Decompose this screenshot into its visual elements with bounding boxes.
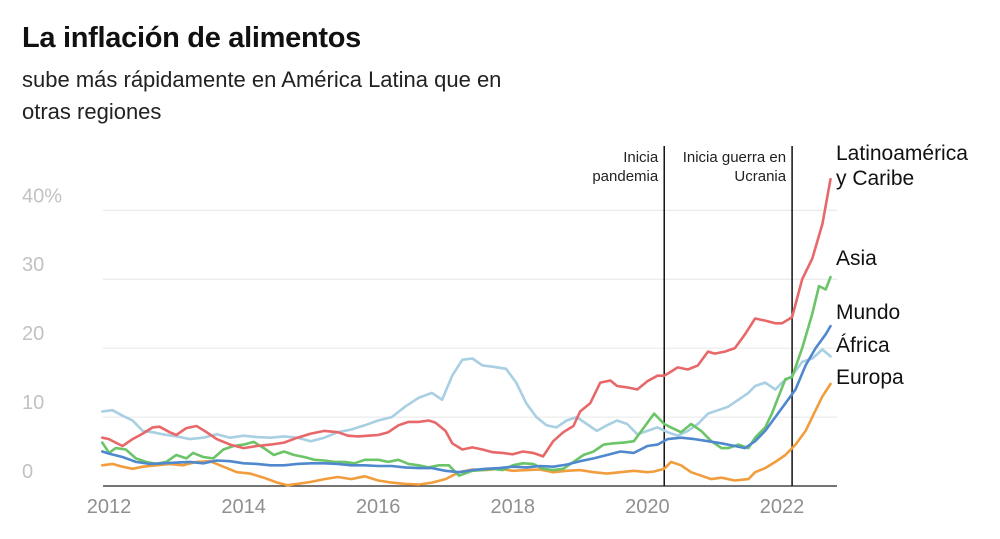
annotation-label: pandemia — [592, 168, 659, 185]
y-tick-label: 10 — [22, 392, 44, 414]
x-tick-label: 2012 — [87, 496, 132, 518]
y-axis-ticks: 0 10 20 30 40% — [22, 185, 62, 483]
annotation-label: Inicia — [623, 149, 659, 166]
series-label-latinoamerica-y-caribe: y Caribe — [836, 167, 914, 190]
series-line-africa — [101, 348, 832, 443]
series-label-mundo: Mundo — [836, 301, 900, 324]
x-tick-label: 2020 — [625, 496, 670, 518]
x-axis-ticks: 2012 2014 2016 2018 2020 2022 — [87, 496, 805, 518]
y-tick-label: 40% — [22, 185, 62, 207]
series-line-asia — [101, 275, 832, 477]
annotation-label: Ucrania — [734, 168, 786, 185]
x-tick-label: 2022 — [760, 496, 805, 518]
annotation-label: Inicia guerra en — [683, 149, 786, 166]
series-label-africa: África — [836, 334, 890, 357]
gridlines — [103, 209, 837, 487]
x-tick-label: 2018 — [491, 496, 536, 518]
chart-title: La inflación de alimentos — [22, 22, 361, 54]
y-tick-label: 0 — [22, 461, 33, 483]
series-line-latinoamerica-y-caribe — [101, 177, 832, 458]
series-line-mundo — [101, 324, 832, 474]
series-label-asia: Asia — [836, 247, 877, 270]
y-tick-label: 20 — [22, 323, 44, 345]
series-label-europa: Europa — [836, 366, 904, 389]
x-tick-label: 2016 — [356, 496, 401, 518]
series-label-latinoamerica-y-caribe: Latinoamérica — [836, 142, 968, 165]
y-tick-label: 30 — [22, 254, 44, 276]
chart-subtitle: sube más rápidamente en América Latina q… — [22, 67, 502, 124]
x-tick-label: 2014 — [221, 496, 266, 518]
series-lines — [101, 177, 832, 487]
